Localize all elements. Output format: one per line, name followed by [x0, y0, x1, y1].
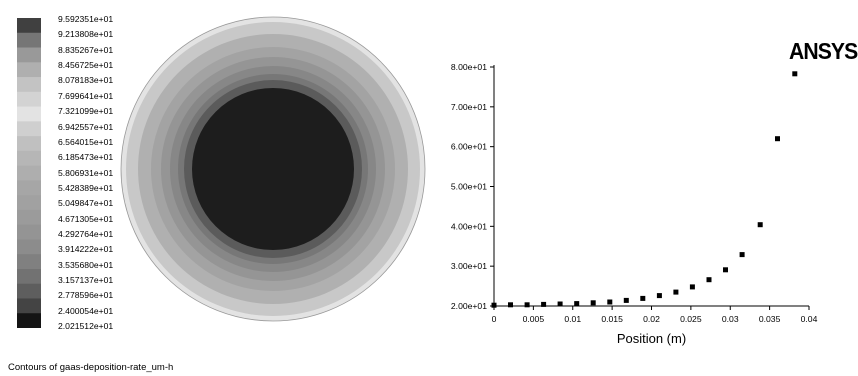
- colorbar-swatch: [17, 165, 41, 181]
- colorbar-swatch: [17, 180, 41, 196]
- y-tick-label: 2.00e+01: [451, 301, 487, 311]
- data-point: [574, 301, 580, 307]
- colorbar-swatch: [17, 298, 41, 314]
- colorbar-swatch: [17, 136, 41, 152]
- colorbar-level-label: 7.321099e+01: [58, 106, 114, 117]
- data-point: [607, 299, 613, 305]
- y-tick-label: 5.00e+01: [451, 182, 487, 192]
- data-point: [757, 222, 763, 228]
- ansys-logo: ANSYS: [789, 38, 858, 64]
- y-tick-label: 3.00e+01: [451, 261, 487, 271]
- colorbar-level-label: 9.213808e+01: [58, 29, 114, 40]
- colorbar-level-label: 8.835267e+01: [58, 44, 114, 55]
- colorbar-level-label: 6.564015e+01: [58, 136, 114, 147]
- x-tick-label: 0.005: [523, 314, 545, 324]
- colorbar-level-label: 3.535680e+01: [58, 259, 114, 270]
- colorbar-level-label: 2.778596e+01: [58, 290, 114, 301]
- colorbar-swatch: [17, 150, 41, 167]
- colorbar-swatch: [17, 283, 41, 299]
- data-point: [689, 284, 695, 290]
- contour-band: [192, 88, 354, 250]
- colorbar-level-label: 5.806931e+01: [58, 167, 114, 178]
- x-tick-label: 0.03: [722, 314, 739, 324]
- x-axis-title: Position (m): [617, 331, 686, 346]
- data-point: [706, 277, 712, 283]
- colorbar-level-label: 2.400054e+01: [58, 305, 114, 316]
- colorbar-level-label: 6.185473e+01: [58, 152, 114, 163]
- colorbar-swatch: [17, 47, 41, 63]
- data-point: [792, 71, 798, 77]
- x-tick-label: 0.025: [680, 314, 702, 324]
- data-point: [656, 293, 662, 299]
- y-tick-label: 4.00e+01: [451, 221, 487, 231]
- colorbar-level-label: 4.671305e+01: [58, 213, 114, 224]
- data-point: [541, 301, 547, 307]
- data-point: [739, 252, 745, 258]
- colorbar-level-label: 3.157137e+01: [58, 274, 114, 285]
- colorbar-level-label: 7.699641e+01: [58, 90, 114, 101]
- xy-plot: 2.00e+01 3.00e+01 4.00e+01 5.00e+01 6.00e+01…: [451, 62, 818, 346]
- colorbar-level-label: 9.592351e+01: [58, 14, 114, 24]
- data-point: [524, 302, 530, 308]
- data-point: [623, 297, 629, 303]
- colorbar-level-label: 6.942557e+01: [58, 121, 114, 132]
- colorbar-swatch: [17, 209, 41, 226]
- colorbar-swatch: [17, 106, 41, 122]
- contour-plot: [120, 16, 426, 322]
- colorbar-level-label: 8.456725e+01: [58, 60, 114, 70]
- y-tick-label: 6.00e+01: [451, 142, 487, 152]
- data-point: [557, 301, 563, 307]
- colorbar-swatch: [17, 239, 41, 255]
- colorbar-swatch: [17, 121, 41, 137]
- colorbar-level-label: 5.428389e+01: [58, 182, 114, 193]
- colorbar-swatch: [17, 313, 41, 328]
- x-tick-label: 0.02: [643, 314, 660, 324]
- y-tick-label: 7.00e+01: [451, 102, 487, 112]
- colorbar-swatch: [17, 268, 41, 285]
- data-point: [723, 267, 728, 273]
- data-point: [640, 295, 646, 301]
- colorbar-swatch: [17, 77, 41, 93]
- colorbar-swatch: [17, 32, 41, 48]
- colorbar-swatch: [17, 195, 41, 211]
- colorbar-level-label: 5.049847e+01: [58, 198, 114, 209]
- x-tick-label: 0.035: [759, 314, 781, 324]
- data-point: [775, 136, 780, 142]
- data-point: [673, 289, 679, 295]
- colorbar-level-label: 4.292764e+01: [58, 228, 114, 239]
- colorbar-level-label: 2.021512e+01: [58, 321, 114, 331]
- colorbar-level-label: 3.914222e+01: [58, 244, 114, 255]
- colorbar-level-label: 8.078183e+01: [58, 75, 114, 86]
- colorbar: [17, 18, 41, 328]
- data-point: [508, 302, 513, 308]
- x-tick-label: 0.01: [564, 314, 581, 324]
- x-tick-label: 0.04: [801, 314, 818, 324]
- x-tick-label: 0.015: [601, 314, 623, 324]
- colorbar-swatch: [17, 18, 41, 34]
- colorbar-swatch: [17, 91, 41, 107]
- colorbar-swatch: [17, 62, 41, 78]
- x-tick-label: 0: [492, 314, 497, 324]
- data-point: [590, 300, 596, 306]
- data-point: [491, 302, 497, 308]
- y-tick-label: 8.00e+01: [451, 62, 487, 72]
- colorbar-swatch: [17, 254, 41, 270]
- colorbar-swatch: [17, 224, 41, 240]
- contour-caption: Contours of gaas-deposition-rate_um-h: [8, 362, 174, 373]
